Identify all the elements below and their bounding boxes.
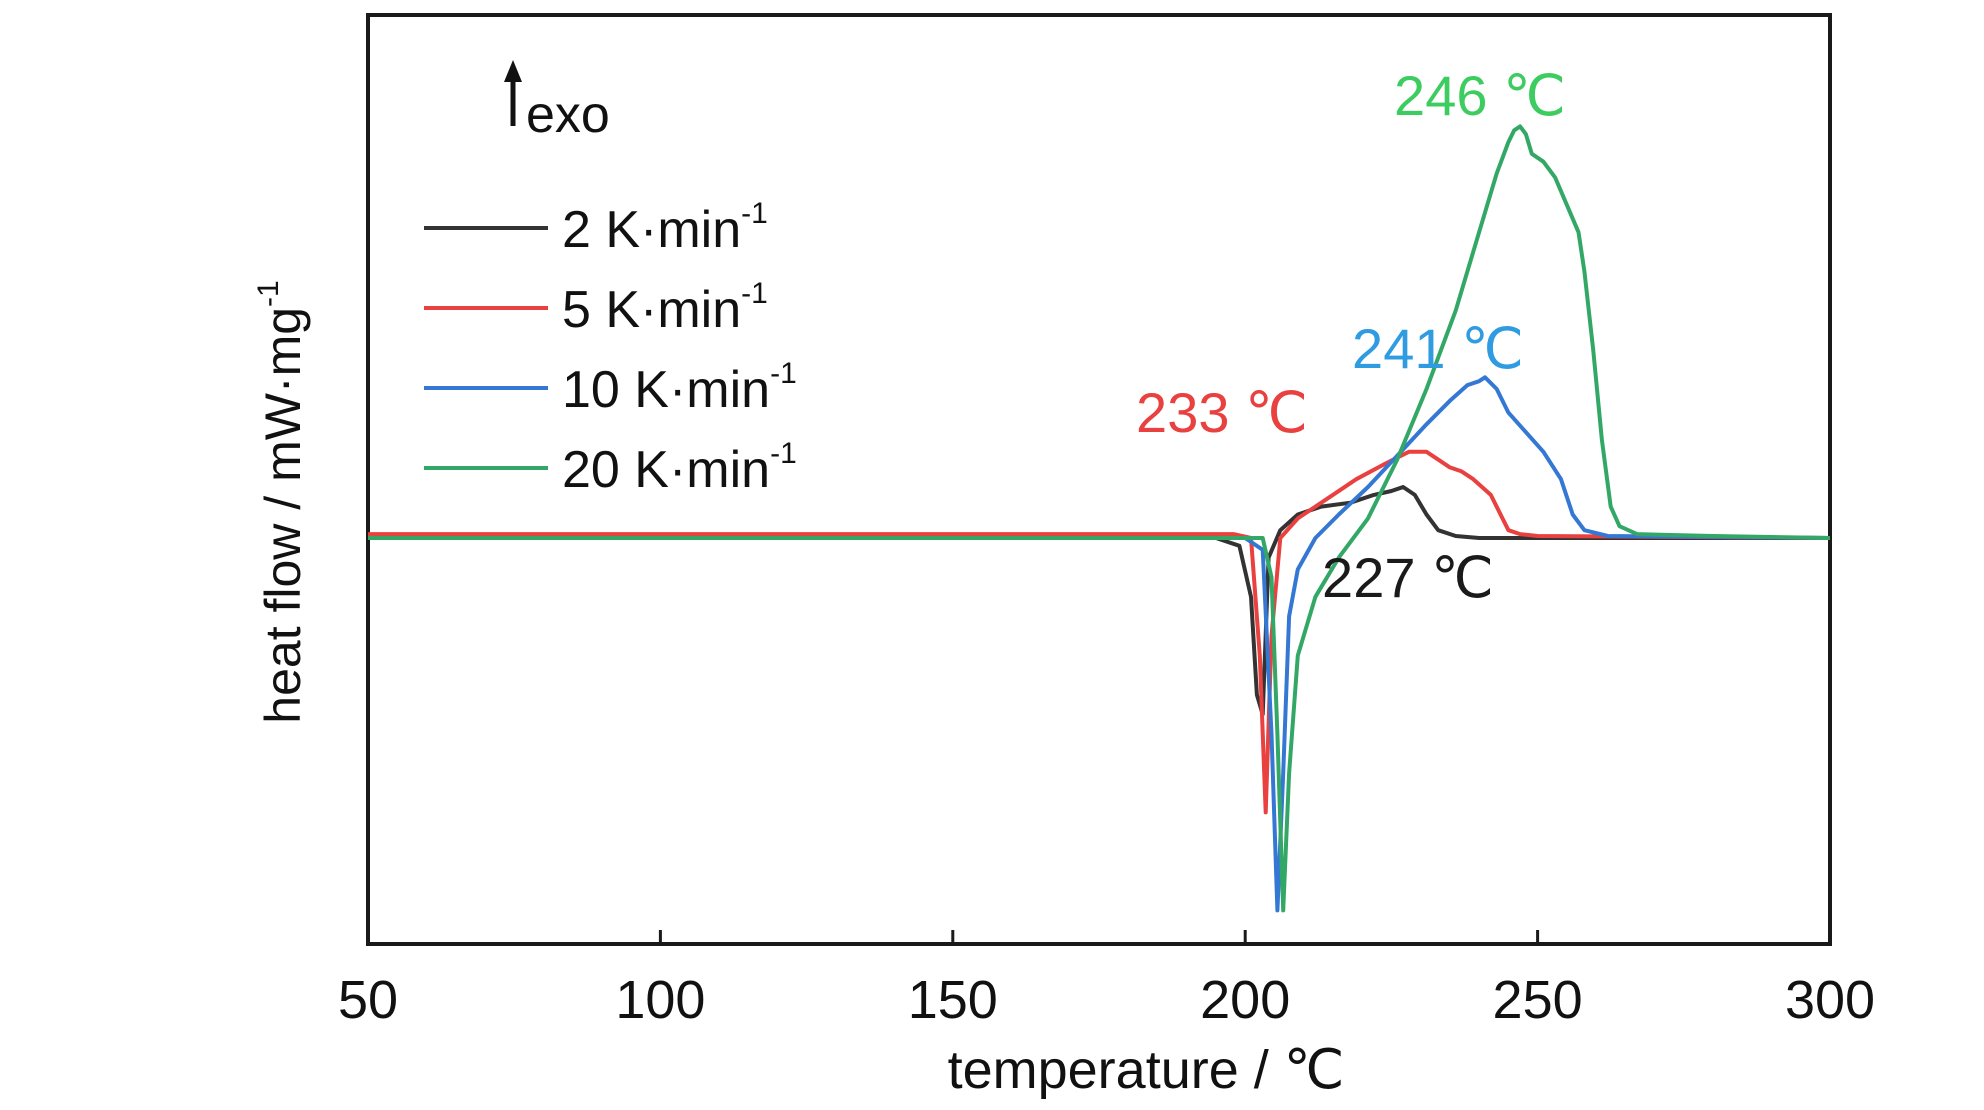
- series-line-2: [368, 449, 1831, 815]
- legend-label-text: 5 K·min: [562, 281, 741, 339]
- peak-label-4: 227 ℃: [1322, 546, 1494, 609]
- legend-label-text: 10 K·min: [562, 361, 770, 419]
- peak-annotations: 246 ℃ 241 ℃ 233 ℃ 227 ℃: [1136, 64, 1566, 609]
- peak-label-3: 233 ℃: [1136, 381, 1308, 444]
- series-line-3: [368, 375, 1831, 913]
- peak-label-1: 246 ℃: [1394, 64, 1566, 127]
- exo-arrow-head: [504, 60, 522, 82]
- peak-label-2: 241 ℃: [1352, 317, 1524, 380]
- legend-label-2: 5 K·min-1: [562, 277, 768, 339]
- x-tick-label: 150: [908, 970, 998, 1030]
- x-axis-ticks: 50 100 150 200 250 300: [338, 930, 1875, 1030]
- legend-label-sup: -1: [770, 437, 797, 470]
- x-tick-label: 300: [1785, 970, 1875, 1030]
- legend-label-sup: -1: [741, 197, 768, 230]
- x-tick-label: 200: [1200, 970, 1290, 1030]
- legend-label-text: 2 K·min: [562, 201, 741, 259]
- y-axis-label: heat flow / mW·mg-1: [252, 280, 311, 723]
- exo-label: exo: [526, 86, 610, 144]
- x-axis-label: temperature / ℃: [948, 1040, 1345, 1100]
- x-tick-label: 250: [1493, 970, 1583, 1030]
- legend-label-1: 2 K·min-1: [562, 197, 768, 259]
- series-lines: [368, 124, 1831, 913]
- series-line-1: [368, 485, 1830, 717]
- legend-label-4: 20 K·min-1: [562, 437, 797, 499]
- y-axis-label-sup: -1: [252, 280, 285, 307]
- x-tick-label: 100: [615, 970, 705, 1030]
- legend-label-sup: -1: [741, 277, 768, 310]
- y-axis-label-main: heat flow / mW·mg: [255, 307, 311, 724]
- legend-label-text: 20 K·min: [562, 441, 770, 499]
- exo-indicator: exo: [504, 60, 610, 144]
- plot-frame: [366, 13, 1832, 946]
- x-tick-label: 50: [338, 970, 398, 1030]
- series-line-4: [368, 124, 1831, 913]
- legend-label-3: 10 K·min-1: [562, 357, 797, 419]
- legend-label-sup: -1: [770, 357, 797, 390]
- legend: 2 K·min-15 K·min-110 K·min-120 K·min-1: [424, 197, 797, 499]
